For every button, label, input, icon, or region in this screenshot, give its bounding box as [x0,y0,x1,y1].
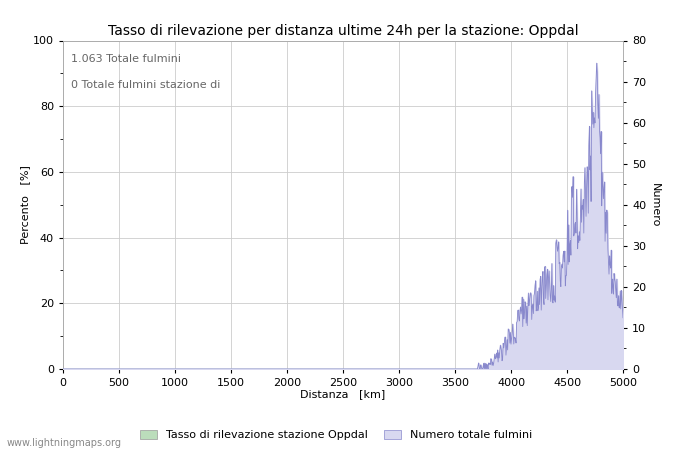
Y-axis label: Percento   [%]: Percento [%] [20,165,30,244]
X-axis label: Distanza   [km]: Distanza [km] [300,389,386,400]
Legend: Tasso di rilevazione stazione Oppdal, Numero totale fulmini: Tasso di rilevazione stazione Oppdal, Nu… [136,425,536,445]
Title: Tasso di rilevazione per distanza ultime 24h per la stazione: Oppdal: Tasso di rilevazione per distanza ultime… [108,24,578,38]
Text: www.lightningmaps.org: www.lightningmaps.org [7,438,122,448]
Y-axis label: Numero: Numero [650,183,660,227]
Text: 0 Totale fulmini stazione di: 0 Totale fulmini stazione di [71,80,220,90]
Text: 1.063 Totale fulmini: 1.063 Totale fulmini [71,54,181,63]
